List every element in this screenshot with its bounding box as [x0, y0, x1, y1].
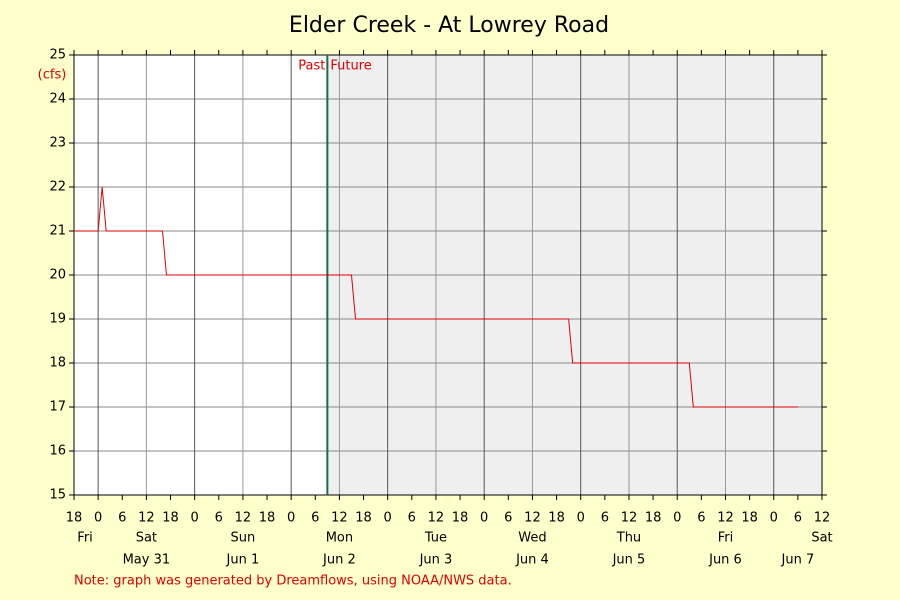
x-tick-label: 0	[673, 511, 681, 526]
day-label: Sun	[231, 531, 256, 546]
plot-frame	[73, 54, 823, 496]
x-tick-label: 0	[384, 511, 392, 526]
x-tick-label: 18	[259, 511, 276, 526]
x-tick-label: 0	[577, 511, 585, 526]
past-label: Past	[298, 59, 325, 74]
date-label: Jun 5	[612, 553, 646, 568]
day-label: Sat	[811, 531, 832, 546]
y-tick-label: 16	[49, 444, 66, 459]
x-tick-label: 6	[504, 511, 512, 526]
date-label: Jun 7	[781, 553, 815, 568]
date-label: Jun 6	[708, 553, 742, 568]
x-tick-label: 18	[741, 511, 758, 526]
day-label: Fri	[77, 531, 93, 546]
date-label: Jun 3	[419, 553, 453, 568]
x-tick-label: 18	[355, 511, 372, 526]
x-tick-label: 12	[138, 511, 155, 526]
y-tick-label: 22	[49, 180, 66, 195]
x-tick-label: 12	[524, 511, 541, 526]
x-tick-label: 12	[331, 511, 348, 526]
day-label: Fri	[718, 531, 734, 546]
x-tick-label: 12	[621, 511, 638, 526]
day-label: Mon	[326, 531, 353, 546]
date-label: Jun 2	[322, 553, 356, 568]
flow-line	[74, 186, 798, 408]
x-tick-label: 0	[191, 511, 199, 526]
day-label: Wed	[518, 531, 546, 546]
x-tick-label: 6	[697, 511, 705, 526]
x-tick-label: 12	[235, 511, 252, 526]
y-axis-label: (cfs)	[38, 68, 67, 83]
day-label: Tue	[424, 531, 447, 546]
y-tick-label: 17	[49, 400, 66, 415]
x-tick-label: 6	[408, 511, 416, 526]
y-tick-label: 23	[49, 136, 66, 151]
day-label: Sat	[136, 531, 157, 546]
date-label: Jun 1	[226, 553, 260, 568]
x-tick-label: 6	[118, 511, 126, 526]
x-tick-label: 6	[601, 511, 609, 526]
x-tick-label: 18	[66, 511, 83, 526]
y-tick-label: 18	[49, 356, 66, 371]
x-tick-label: 6	[794, 511, 802, 526]
note: Note: graph was generated by Dreamflows,…	[74, 574, 512, 589]
x-tick-label: 0	[94, 511, 102, 526]
y-tick-label: 15	[49, 488, 66, 503]
x-tick-label: 0	[287, 511, 295, 526]
x-tick-label: 0	[770, 511, 778, 526]
x-tick-label: 12	[428, 511, 445, 526]
y-tick-label: 19	[49, 312, 66, 327]
x-tick-label: 18	[452, 511, 469, 526]
chart-title: Elder Creek - At Lowrey Road	[289, 13, 609, 38]
x-tick-label: 12	[717, 511, 734, 526]
x-tick-label: 12	[814, 511, 831, 526]
x-tick-label: 0	[480, 511, 488, 526]
day-label: Thu	[616, 531, 641, 546]
future-label: Future	[330, 59, 371, 74]
x-tick-label: 18	[645, 511, 662, 526]
y-tick-label: 25	[49, 48, 66, 63]
x-tick-label: 6	[215, 511, 223, 526]
x-tick-label: 18	[162, 511, 179, 526]
y-tick-label: 24	[49, 92, 66, 107]
x-tick-label: 6	[311, 511, 319, 526]
x-tick-label: 18	[548, 511, 565, 526]
y-tick-label: 21	[49, 224, 66, 239]
date-label: May 31	[123, 553, 171, 568]
date-label: Jun 4	[515, 553, 549, 568]
y-tick-label: 20	[49, 268, 66, 283]
